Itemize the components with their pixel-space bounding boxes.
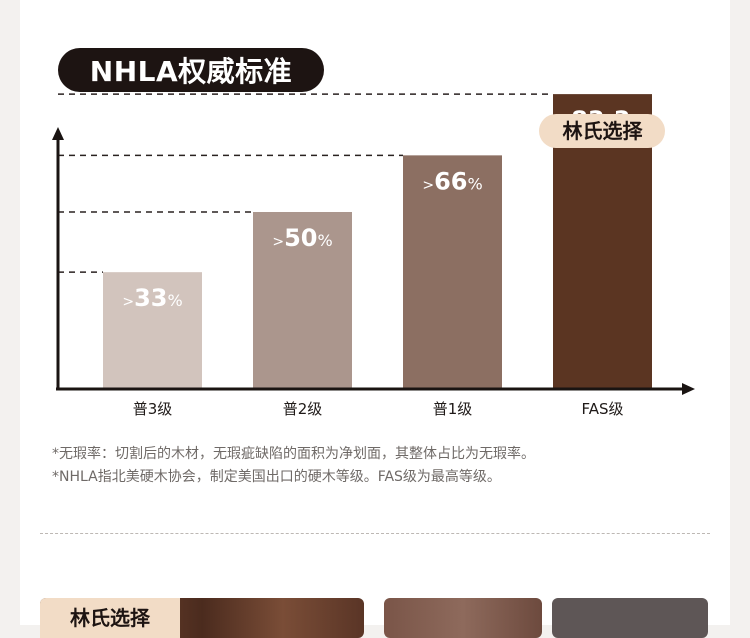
category-label: 普3级 bbox=[133, 400, 173, 418]
bar bbox=[403, 155, 502, 388]
choice-tab: 林氏选择 bbox=[40, 598, 180, 638]
footnote-defect-free-rate: *无瑕率：切割后的木材，无瑕疵缺陷的面积为净划面，其整体占比为无瑕率。 bbox=[52, 446, 535, 462]
bar-value-label: >66% bbox=[422, 167, 482, 195]
y-axis-arrow bbox=[52, 127, 64, 140]
dashed-divider bbox=[40, 533, 710, 534]
footnotes: *无瑕率：切割后的木材，无瑕疵缺陷的面积为净划面，其整体占比为无瑕率。 *NHL… bbox=[52, 443, 535, 489]
bar-value-label: >50% bbox=[272, 224, 332, 252]
bar bbox=[103, 272, 202, 388]
category-label: 普1级 bbox=[433, 400, 473, 418]
wood-sample-image[interactable] bbox=[552, 598, 708, 638]
wood-sample-image[interactable] bbox=[384, 598, 542, 638]
section-title: NHLA权威标准 bbox=[58, 48, 324, 92]
category-label: 普2级 bbox=[283, 400, 323, 418]
bar-value-label: >33% bbox=[122, 284, 182, 312]
footnote-nhla: *NHLA指北美硬木协会，制定美国出口的硬木等级。FAS级为最高等级。 bbox=[52, 469, 501, 485]
x-axis-arrow bbox=[682, 383, 695, 395]
bar bbox=[253, 212, 352, 388]
highlight-badge bbox=[539, 114, 665, 148]
category-label: FAS级 bbox=[581, 400, 623, 418]
highlight-badge-label: 林氏选择 bbox=[563, 119, 644, 143]
